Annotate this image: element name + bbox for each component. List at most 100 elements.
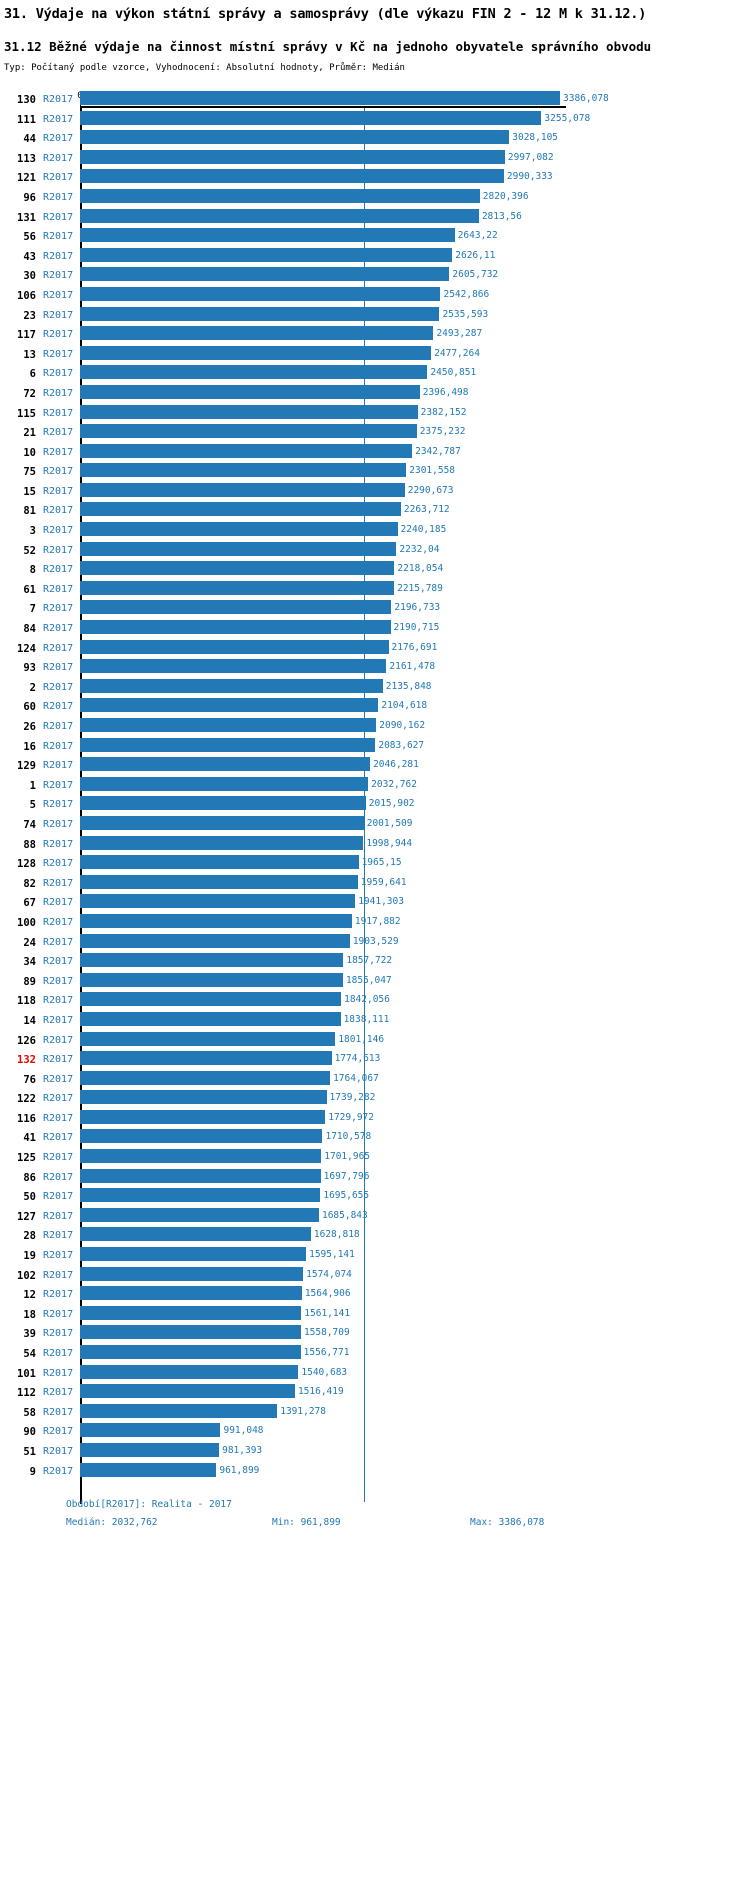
bar-row[interactable]: 12 R2017 1564,906: [0, 1286, 750, 1306]
bar[interactable]: [80, 718, 377, 732]
bar-row[interactable]: 89 R2017 1855,047: [0, 972, 750, 993]
bar[interactable]: [80, 1149, 322, 1164]
bar-row[interactable]: 16 R2017 2083,627: [0, 737, 750, 758]
bar-row[interactable]: 82 R2017 1959,641: [0, 874, 750, 895]
bar[interactable]: [80, 1188, 321, 1203]
bar-row[interactable]: 3 R2017 2240,185: [0, 522, 750, 542]
bar[interactable]: [80, 1031, 336, 1046]
bar-row[interactable]: 121 R2017 2990,333: [0, 169, 750, 189]
bar-row[interactable]: 125 R2017 1701,965: [0, 1149, 750, 1169]
bar-row[interactable]: 132 R2017 1774,613: [0, 1051, 750, 1071]
bar[interactable]: [80, 208, 479, 223]
bar[interactable]: [80, 1423, 221, 1438]
bar-row[interactable]: 74 R2017 2001,509: [0, 815, 750, 836]
bar-row[interactable]: 50 R2017 1695,655: [0, 1188, 750, 1208]
bar-row[interactable]: 117 R2017 2493,287: [0, 326, 750, 346]
bar[interactable]: [80, 110, 542, 125]
bar-row[interactable]: 126 R2017 1801,146: [0, 1031, 750, 1052]
bar-row[interactable]: 6 R2017 2450,851: [0, 365, 750, 385]
bar[interactable]: [80, 933, 350, 948]
bar-row[interactable]: 90 R2017 991,048: [0, 1423, 750, 1443]
bar[interactable]: [80, 365, 428, 380]
bar[interactable]: [80, 835, 364, 850]
bar[interactable]: [80, 1227, 311, 1242]
bar[interactable]: [80, 561, 395, 576]
bar-row[interactable]: 128 R2017 1965,15: [0, 855, 750, 875]
bar[interactable]: [80, 247, 453, 262]
bar[interactable]: [80, 522, 398, 537]
bar-row[interactable]: 1 R2017 2032,762: [0, 776, 750, 797]
bar[interactable]: [80, 1305, 302, 1320]
bar[interactable]: [80, 620, 391, 635]
bar-row[interactable]: 5 R2017 2015,902: [0, 796, 750, 816]
bar-row[interactable]: 67 R2017 1941,303: [0, 894, 750, 914]
bar-row[interactable]: 131 R2017 2813,56: [0, 208, 750, 229]
bar-row[interactable]: 118 R2017 1842,056: [0, 992, 750, 1012]
bar[interactable]: [80, 541, 397, 556]
bar-row[interactable]: 93 R2017 2161,478: [0, 659, 750, 679]
bar-row[interactable]: 102 R2017 1574,074: [0, 1266, 750, 1287]
bar-row[interactable]: 14 R2017 1838,111: [0, 1011, 750, 1032]
bar[interactable]: [80, 776, 369, 791]
bar[interactable]: [80, 953, 344, 968]
bar[interactable]: [80, 678, 383, 693]
bar-row[interactable]: 76 R2017 1764,067: [0, 1070, 750, 1091]
bar[interactable]: [80, 188, 480, 203]
bar[interactable]: [80, 1384, 295, 1399]
bar-row[interactable]: 58 R2017 1391,278: [0, 1403, 750, 1424]
bar[interactable]: [80, 1266, 304, 1281]
bar-row[interactable]: 122 R2017 1739,282: [0, 1090, 750, 1110]
bar-row[interactable]: 113 R2017 2997,082: [0, 149, 750, 170]
bar-row[interactable]: 81 R2017 2263,712: [0, 502, 750, 522]
bar[interactable]: [80, 600, 392, 615]
bar[interactable]: [80, 894, 356, 909]
bar-row[interactable]: 9 R2017 961,899: [0, 1462, 750, 1483]
bar[interactable]: [80, 1247, 307, 1262]
bar-row[interactable]: 24 R2017 1903,529: [0, 933, 750, 954]
bar[interactable]: [80, 1129, 323, 1144]
bar-row[interactable]: 2 R2017 2135,848: [0, 678, 750, 699]
bar-row[interactable]: 116 R2017 1729,972: [0, 1109, 750, 1130]
bar-row[interactable]: 127 R2017 1685,843: [0, 1207, 750, 1228]
bar[interactable]: [80, 639, 389, 654]
bar[interactable]: [80, 1462, 217, 1477]
bar-row[interactable]: 39 R2017 1558,709: [0, 1325, 750, 1345]
bar[interactable]: [80, 737, 376, 752]
bar[interactable]: [80, 1442, 220, 1457]
bar[interactable]: [80, 169, 504, 184]
bar[interactable]: [80, 1090, 327, 1105]
bar-row[interactable]: 18 R2017 1561,141: [0, 1305, 750, 1326]
bar[interactable]: [80, 404, 418, 419]
bar[interactable]: [80, 267, 450, 282]
bar[interactable]: [80, 326, 434, 341]
bar[interactable]: [80, 286, 441, 301]
bar-row[interactable]: 130 R2017 3386,078: [0, 91, 750, 111]
bar[interactable]: [80, 1109, 326, 1124]
bar[interactable]: [80, 502, 401, 517]
bar[interactable]: [80, 796, 366, 811]
bar[interactable]: [80, 91, 560, 105]
bar-row[interactable]: 100 R2017 1917,882: [0, 913, 750, 934]
bar-row[interactable]: 44 R2017 3028,105: [0, 130, 750, 150]
bar[interactable]: [80, 443, 413, 458]
bar[interactable]: [80, 228, 455, 243]
bar-row[interactable]: 61 R2017 2215,789: [0, 580, 750, 601]
bar-row[interactable]: 96 R2017 2820,396: [0, 188, 750, 209]
bar[interactable]: [80, 130, 510, 145]
bar-row[interactable]: 43 R2017 2626,11: [0, 247, 750, 268]
bar-row[interactable]: 111 R2017 3255,078: [0, 110, 750, 131]
bar[interactable]: [80, 815, 364, 830]
bar[interactable]: [80, 757, 371, 772]
bar[interactable]: [80, 1168, 321, 1183]
bar-row[interactable]: 52 R2017 2232,04: [0, 541, 750, 562]
bar-row[interactable]: 23 R2017 2535,593: [0, 306, 750, 327]
bar-row[interactable]: 54 R2017 1556,771: [0, 1345, 750, 1365]
bar-row[interactable]: 41 R2017 1710,578: [0, 1129, 750, 1149]
bar-row[interactable]: 15 R2017 2290,673: [0, 482, 750, 503]
bar-row[interactable]: 75 R2017 2301,558: [0, 463, 750, 483]
bar-row[interactable]: 106 R2017 2542,866: [0, 286, 750, 307]
bar[interactable]: [80, 972, 343, 987]
bar[interactable]: [80, 659, 387, 674]
bar-row[interactable]: 26 R2017 2090,162: [0, 718, 750, 738]
bar[interactable]: [80, 580, 395, 595]
